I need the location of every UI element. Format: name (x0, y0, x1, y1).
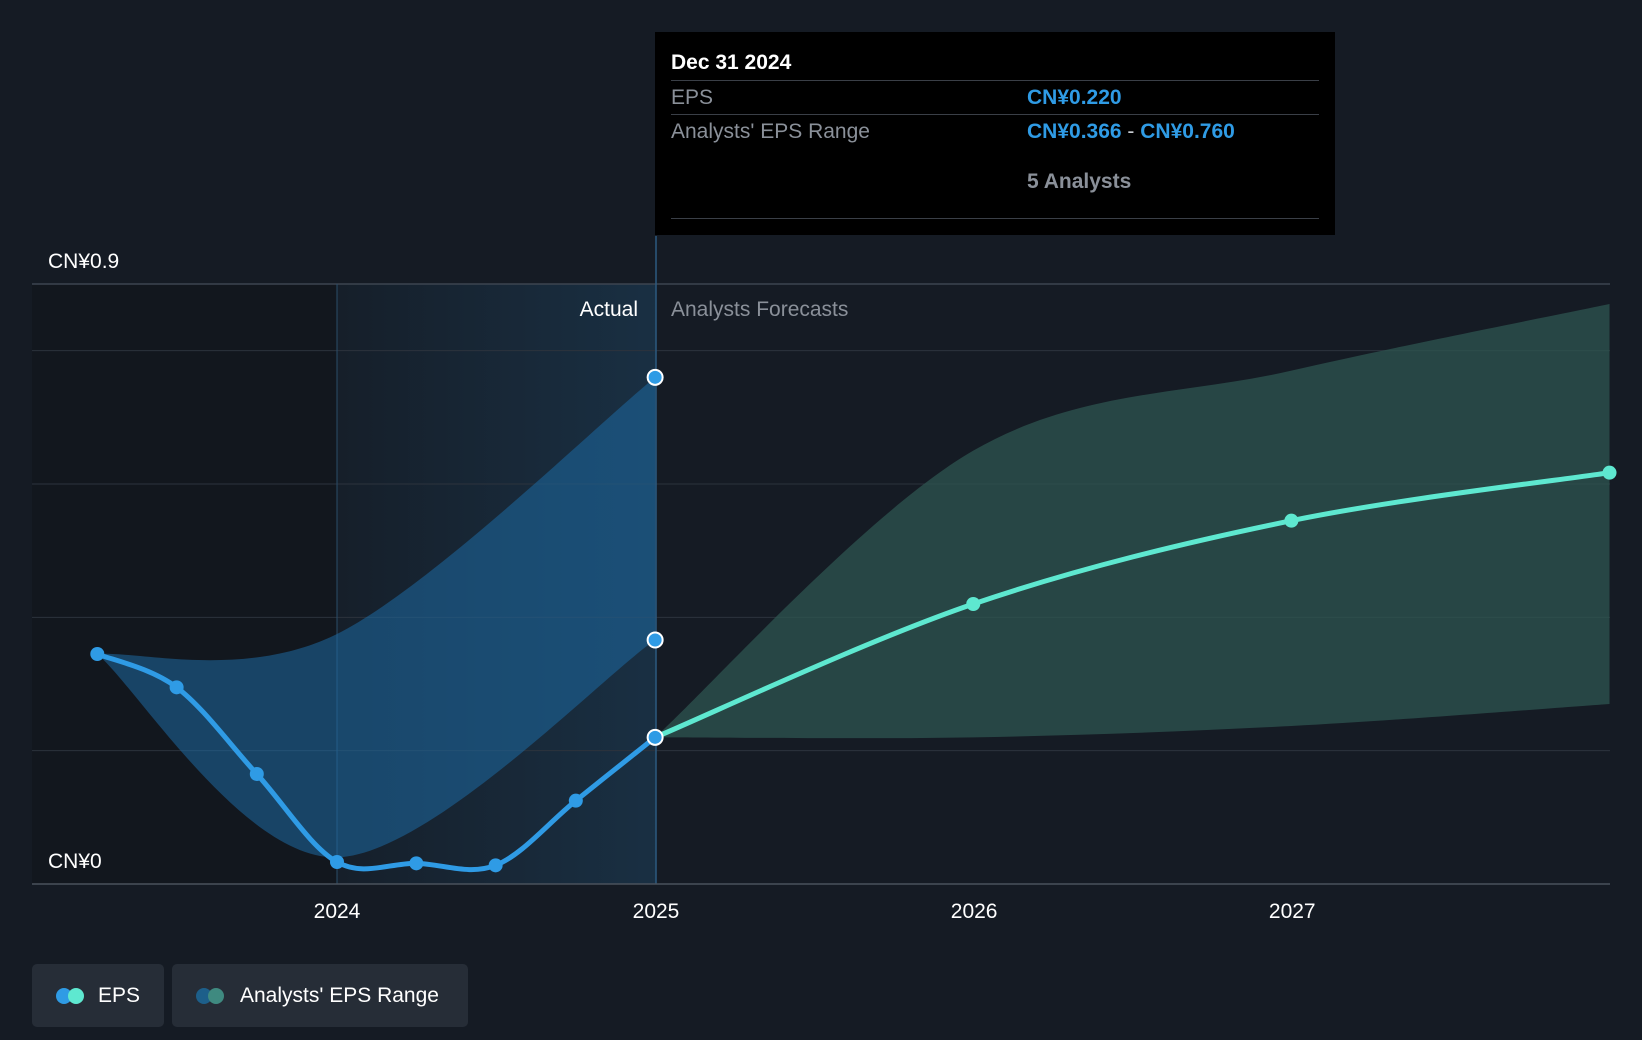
eps-lines (94, 470, 1613, 873)
tooltip-eps-label: EPS (671, 86, 714, 109)
tooltip-range-separator: - (1127, 120, 1135, 143)
range-area-actual (97, 377, 656, 858)
actual-region-label: Actual (580, 298, 638, 321)
eps-point-forecast (966, 597, 981, 611)
x-tick-label: 2025 (633, 900, 680, 923)
eps-point-forecast (1602, 465, 1617, 480)
range-legend-icon (196, 987, 224, 1004)
tooltip-range-value: CN¥0.366 - CN¥0.760 (1027, 115, 1235, 148)
eps-legend-icon (56, 987, 84, 1004)
eps-point-actual (568, 793, 583, 808)
tooltip-date: Dec 31 2024 (671, 51, 792, 74)
tooltip-range-high: CN¥0.760 (1140, 120, 1235, 143)
legend-eps[interactable]: EPS (32, 964, 164, 1027)
highlighted-point (646, 631, 664, 649)
x-tick-label: 2024 (314, 900, 361, 923)
highlighted-point (646, 368, 664, 386)
data-tooltip: Dec 31 2024 EPS CN¥0.220 Analysts' EPS R… (655, 32, 1335, 235)
eps-point-actual (90, 647, 105, 661)
eps-point-actual (330, 855, 344, 869)
eps-point-actual (249, 767, 264, 781)
forecast-region-label: Analysts Forecasts (671, 298, 848, 321)
tooltip-range-label: Analysts' EPS Range (671, 120, 870, 143)
x-tick-label: 2027 (1269, 900, 1316, 923)
tooltip-divider (671, 218, 1319, 219)
eps-point-actual (488, 858, 503, 873)
tooltip-eps-row: EPS CN¥0.220 (671, 80, 1319, 114)
legend-analysts-range[interactable]: Analysts' EPS Range (172, 964, 468, 1027)
range-area-forecast (655, 304, 1610, 739)
highlighted-point (646, 728, 664, 746)
x-tick-labels: 2024 2025 2026 2027 (314, 900, 1316, 923)
legend-eps-label: EPS (97, 983, 140, 1007)
range-areas (97, 304, 1610, 858)
eps-point-actual (409, 856, 424, 871)
legend-range-label: Analysts' EPS Range (240, 983, 439, 1007)
y-axis-bottom-label: CN¥0 (48, 850, 102, 873)
eps-point-forecast (1284, 513, 1299, 528)
tooltip-eps-value: CN¥0.220 (1027, 86, 1122, 109)
tooltip-range-row: Analysts' EPS Range CN¥0.366 - CN¥0.760 (671, 114, 1319, 148)
tooltip-range-low: CN¥0.366 (1027, 120, 1122, 143)
eps-line-forecast (652, 470, 1613, 740)
eps-point-actual (169, 680, 184, 695)
tooltip-analysts-count: 5 Analysts (1027, 170, 1132, 193)
x-tick-label: 2026 (951, 900, 998, 923)
eps-line-actual (94, 651, 658, 873)
y-axis-top-label: CN¥0.9 (48, 250, 119, 273)
eps-points (90, 368, 1617, 873)
